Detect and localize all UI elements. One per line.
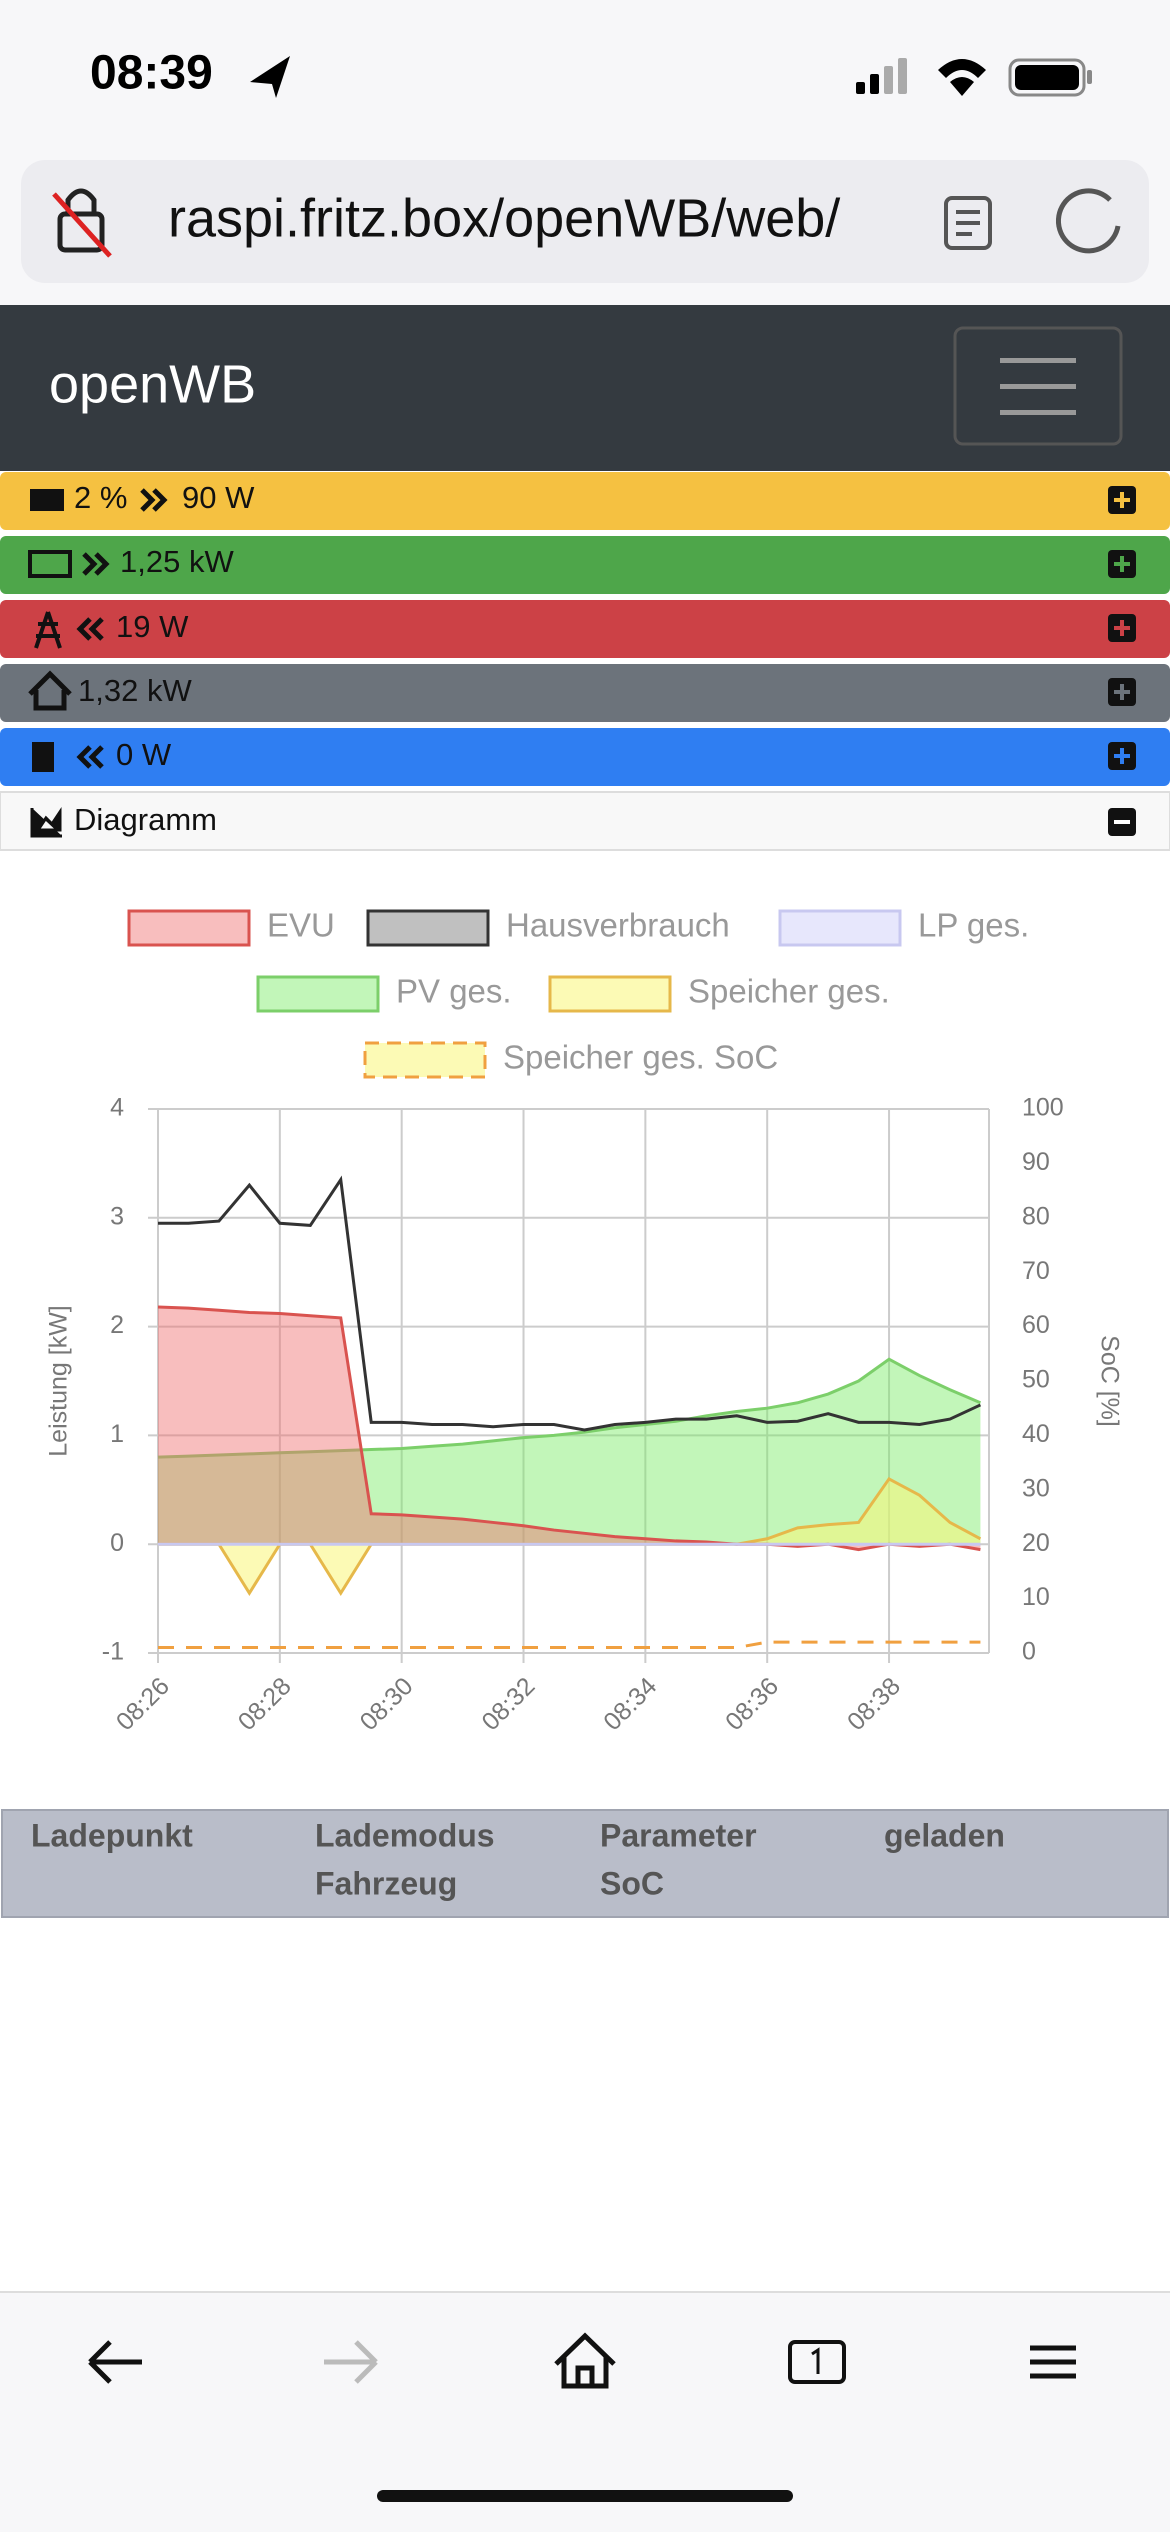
legend-swatch bbox=[778, 909, 902, 947]
brand[interactable]: openWB bbox=[49, 354, 256, 414]
area bbox=[158, 1359, 981, 1545]
y2-axis-title: SoC [%] bbox=[1095, 1335, 1123, 1427]
battery-power: 90 W bbox=[182, 480, 255, 515]
y-tick-label: 0 bbox=[110, 1529, 124, 1557]
expand-icons[interactable] bbox=[1108, 486, 1136, 770]
battery-icon bbox=[1008, 58, 1092, 97]
menu-button[interactable] bbox=[1030, 2345, 1076, 2379]
area bbox=[158, 1307, 981, 1550]
x-tick-label: 08:36 bbox=[720, 1672, 784, 1736]
home-button[interactable] bbox=[554, 2332, 616, 2389]
chevron-icon bbox=[140, 488, 168, 512]
forward-button[interactable] bbox=[324, 2340, 378, 2384]
y2-tick-label: 90 bbox=[1022, 1148, 1050, 1176]
x-tick-label: 08:32 bbox=[476, 1672, 540, 1736]
menu-toggle[interactable] bbox=[953, 326, 1123, 446]
reload-icon[interactable] bbox=[1055, 188, 1121, 254]
charge-row[interactable] bbox=[0, 728, 1170, 786]
legend-label: Speicher ges. SoC bbox=[503, 1039, 778, 1076]
y-tick-label: 4 bbox=[110, 1094, 124, 1122]
y2-tick-label: 40 bbox=[1022, 1420, 1050, 1448]
dashed-line bbox=[158, 1640, 981, 1650]
legend-label: EVU bbox=[267, 907, 335, 944]
charger-icon bbox=[32, 742, 54, 772]
legend-swatch bbox=[127, 909, 251, 947]
y2-tick-label: 70 bbox=[1022, 1257, 1050, 1285]
house-icon bbox=[28, 670, 72, 711]
y2-tick-label: 60 bbox=[1022, 1311, 1050, 1339]
column-header: Fahrzeug bbox=[315, 1865, 457, 1901]
legend-label: PV ges. bbox=[396, 973, 512, 1010]
x-tick-label: 08:30 bbox=[355, 1672, 419, 1736]
legend-swatch bbox=[256, 975, 380, 1013]
address-bar[interactable] bbox=[21, 160, 1149, 283]
home-indicator bbox=[377, 2490, 793, 2502]
pv-row[interactable] bbox=[0, 536, 1170, 594]
x-tick-label: 08:38 bbox=[842, 1672, 906, 1736]
grid-row[interactable] bbox=[0, 600, 1170, 658]
y-tick-label: 2 bbox=[110, 1311, 124, 1339]
clock: 08:39 bbox=[90, 47, 213, 100]
x-tick-label: 08:34 bbox=[598, 1672, 662, 1736]
battery-soc: 2 % bbox=[74, 480, 127, 515]
y2-tick-label: 80 bbox=[1022, 1202, 1050, 1230]
url[interactable]: raspi.fritz.box/openWB/web/ bbox=[168, 188, 840, 248]
chart: Leistung [kW] SoC [%] EVU Hausverbrauch LP… bbox=[45, 907, 1124, 1736]
y-tick-label: 3 bbox=[110, 1202, 124, 1230]
y2-tick-label: 50 bbox=[1022, 1366, 1050, 1394]
column-header: Parameter bbox=[600, 1817, 757, 1853]
line bbox=[158, 1175, 982, 1432]
diagram-row[interactable] bbox=[0, 791, 1170, 851]
y-tick-label: -1 bbox=[102, 1638, 124, 1666]
house-row[interactable] bbox=[0, 664, 1170, 722]
legend-label: Hausverbrauch bbox=[506, 907, 730, 944]
x-tick-label: 08:26 bbox=[111, 1672, 175, 1736]
legend-swatch bbox=[363, 1041, 487, 1079]
chevron-icon bbox=[76, 745, 104, 769]
x-tick-label: 08:28 bbox=[233, 1672, 297, 1736]
grid-power: 19 W bbox=[116, 609, 189, 644]
column-header: Lademodus bbox=[315, 1817, 495, 1853]
line bbox=[157, 1305, 981, 1552]
chevron-icon bbox=[82, 552, 110, 576]
collapse-icon[interactable] bbox=[1108, 808, 1136, 836]
pv-power: 1,25 kW bbox=[120, 544, 234, 579]
y-tick-label: 1 bbox=[110, 1420, 124, 1448]
legend-swatch bbox=[548, 975, 672, 1013]
signal-icon bbox=[856, 58, 907, 94]
chevron-icon bbox=[76, 617, 104, 641]
column-header: geladen bbox=[884, 1817, 1005, 1853]
solar-icon bbox=[28, 550, 72, 578]
tabs-button[interactable] bbox=[788, 2340, 846, 2384]
y2-tick-label: 10 bbox=[1022, 1583, 1050, 1611]
legend-label: Speicher ges. bbox=[688, 973, 890, 1010]
area bbox=[158, 1478, 981, 1594]
battery-row[interactable] bbox=[0, 472, 1170, 530]
house-power: 1,32 kW bbox=[78, 673, 192, 708]
back-button[interactable] bbox=[88, 2340, 142, 2384]
legend-label: LP ges. bbox=[918, 907, 1029, 944]
y2-tick-label: 0 bbox=[1022, 1638, 1036, 1666]
insecure-lock-icon bbox=[52, 188, 112, 258]
y-axis-title: Leistung [kW] bbox=[45, 1305, 73, 1456]
pylon-icon bbox=[34, 611, 62, 649]
y2-tick-label: 30 bbox=[1022, 1474, 1050, 1502]
column-header: Ladepunkt bbox=[31, 1817, 193, 1853]
location-icon bbox=[250, 56, 290, 98]
table-header bbox=[1, 1809, 1169, 1918]
y2-tick-label: 100 bbox=[1022, 1094, 1064, 1122]
column-header: SoC bbox=[600, 1865, 664, 1901]
line bbox=[157, 1357, 982, 1459]
chart-icon bbox=[30, 807, 62, 838]
battery-icon bbox=[30, 489, 64, 511]
charge-power: 0 W bbox=[116, 737, 172, 772]
wifi-icon bbox=[938, 59, 986, 96]
y2-tick-label: 20 bbox=[1022, 1529, 1050, 1557]
reader-icon[interactable] bbox=[944, 196, 992, 250]
legend-swatch bbox=[366, 909, 490, 947]
diagram-label: Diagramm bbox=[74, 802, 217, 837]
